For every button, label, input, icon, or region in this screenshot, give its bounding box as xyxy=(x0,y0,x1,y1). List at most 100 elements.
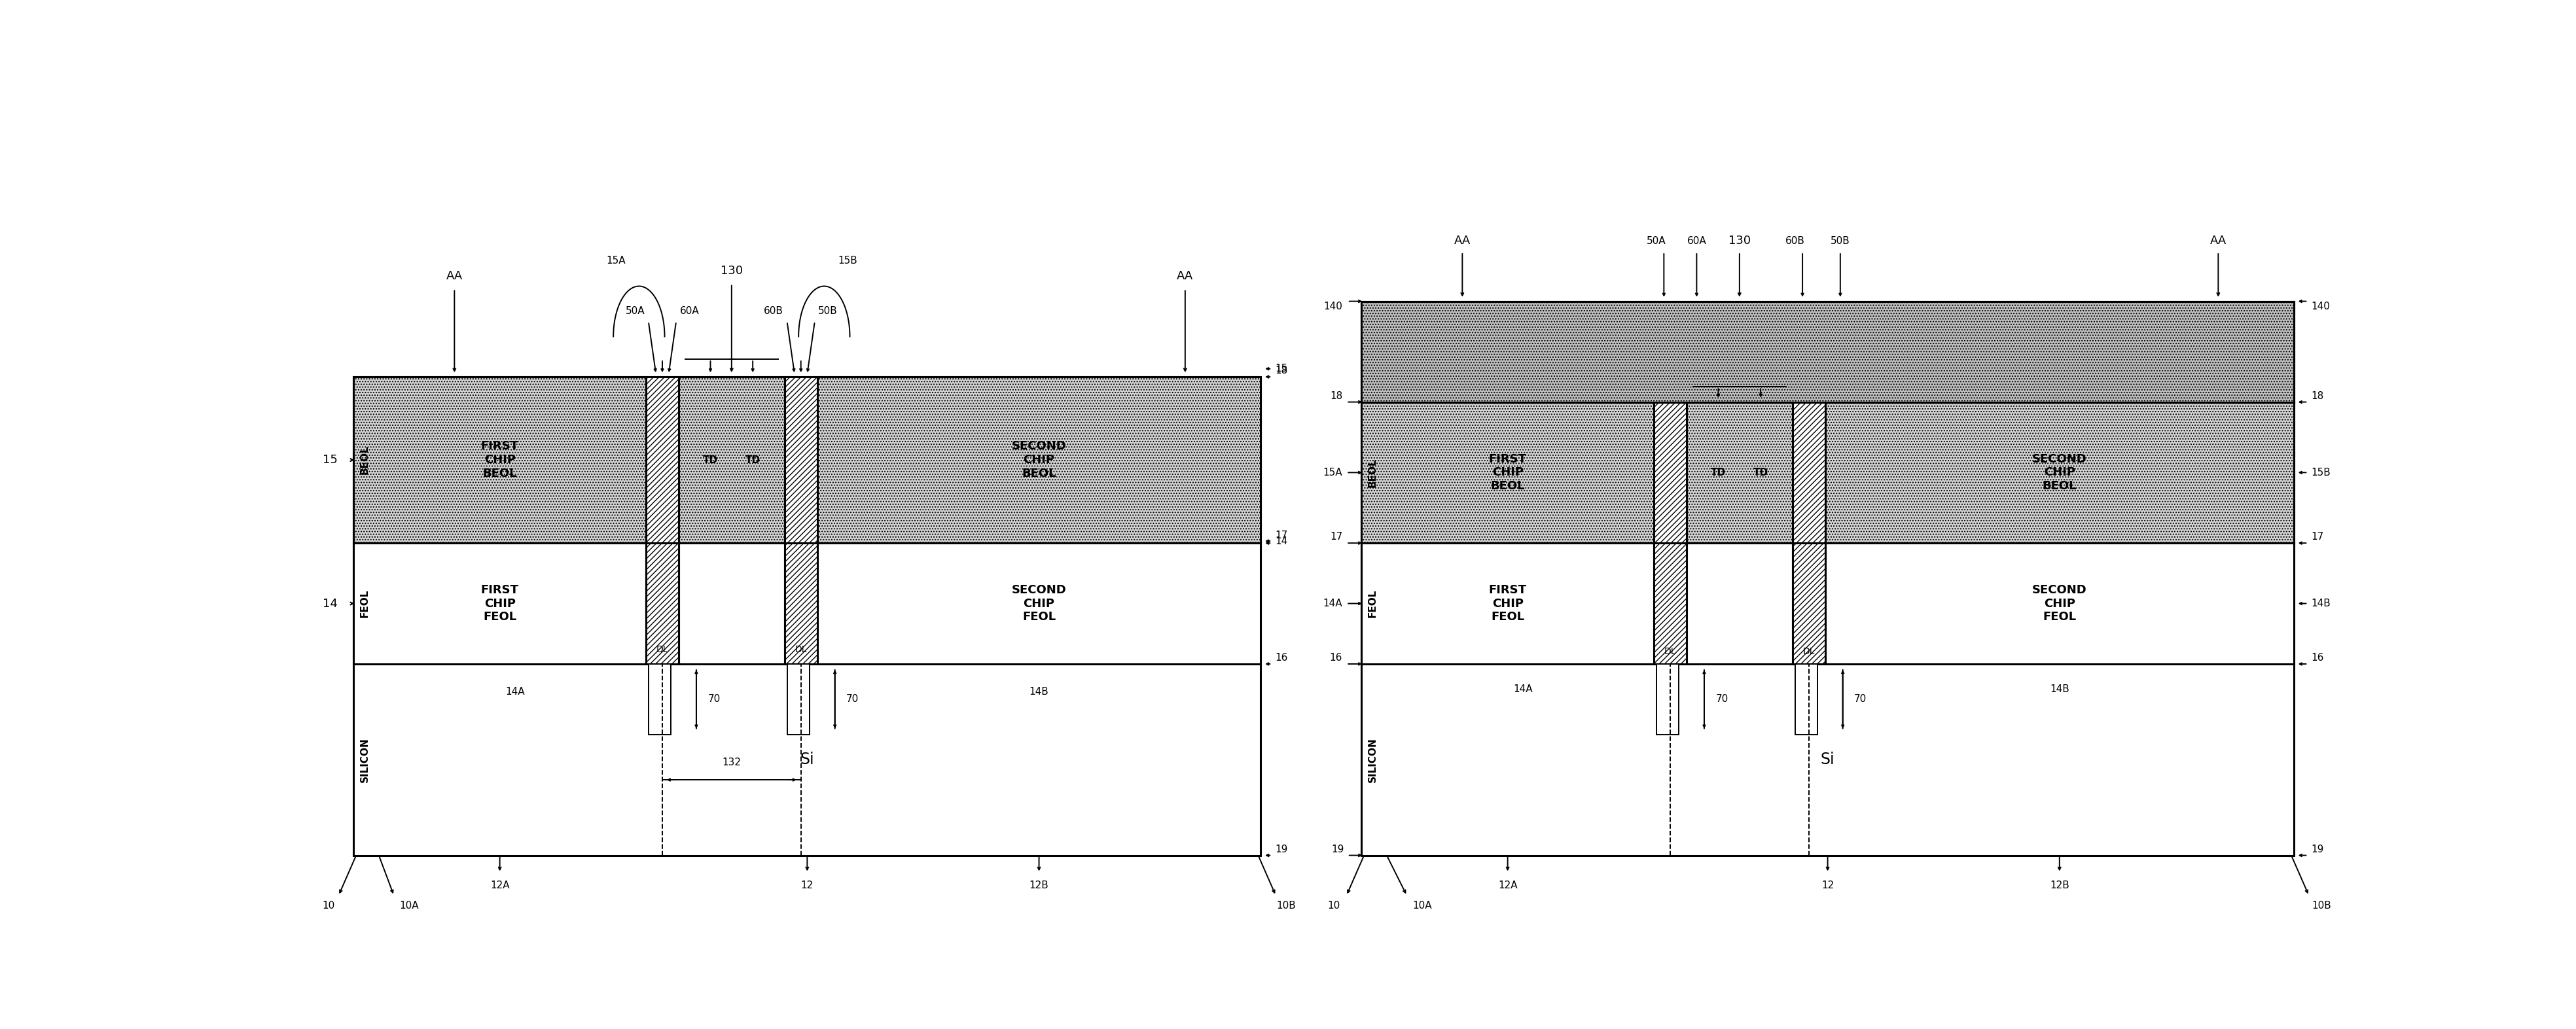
Text: 70: 70 xyxy=(848,695,858,704)
Text: 10B: 10B xyxy=(1275,900,1296,911)
Text: 140: 140 xyxy=(1324,301,1342,311)
Bar xyxy=(1363,301,2293,402)
Text: 14A: 14A xyxy=(505,686,526,697)
Text: 14B: 14B xyxy=(2311,599,2331,608)
Text: 16: 16 xyxy=(2311,653,2324,663)
Text: BEOL: BEOL xyxy=(1368,458,1378,487)
Bar xyxy=(1363,301,2293,855)
Text: 70: 70 xyxy=(1855,695,1868,704)
Text: 16: 16 xyxy=(1329,653,1342,663)
Text: TD: TD xyxy=(1710,467,1726,477)
Text: 140: 140 xyxy=(2311,301,2331,311)
Bar xyxy=(677,377,786,543)
Text: 19: 19 xyxy=(1332,845,1345,854)
Text: 15: 15 xyxy=(1275,364,1288,374)
Text: SECOND
CHIP
FEOL: SECOND CHIP FEOL xyxy=(2032,584,2087,623)
Text: 17: 17 xyxy=(1329,532,1342,542)
Text: 50A: 50A xyxy=(626,307,644,316)
Text: TD: TD xyxy=(703,455,719,465)
Bar xyxy=(1656,664,1680,735)
Bar xyxy=(1363,543,1654,664)
Text: 10: 10 xyxy=(322,900,335,911)
Text: DL: DL xyxy=(1803,647,1816,655)
Text: AA: AA xyxy=(2210,235,2226,247)
Bar xyxy=(1795,664,1819,735)
Text: 15A: 15A xyxy=(1324,467,1342,477)
Bar xyxy=(353,377,647,543)
Text: AA: AA xyxy=(446,271,464,282)
Text: 130: 130 xyxy=(1728,235,1752,247)
Text: 60B: 60B xyxy=(765,307,783,316)
Text: 18: 18 xyxy=(1329,391,1342,401)
Text: 15B: 15B xyxy=(837,256,858,265)
Text: AA: AA xyxy=(1177,271,1193,282)
Bar xyxy=(1687,402,1793,543)
Text: 14A: 14A xyxy=(1324,599,1342,608)
Bar xyxy=(1793,402,1826,664)
Bar xyxy=(677,543,786,664)
Text: SILICON: SILICON xyxy=(1368,737,1378,782)
Text: FEOL: FEOL xyxy=(1368,590,1378,617)
Text: 15: 15 xyxy=(322,454,337,466)
Text: 14: 14 xyxy=(322,598,337,609)
Text: 18: 18 xyxy=(1275,366,1288,376)
Text: SECOND
CHIP
FEOL: SECOND CHIP FEOL xyxy=(1012,584,1066,623)
Text: 10: 10 xyxy=(1327,900,1340,911)
Text: FIRST
CHIP
BEOL: FIRST CHIP BEOL xyxy=(482,440,518,480)
Text: 130: 130 xyxy=(721,265,742,277)
Text: DL: DL xyxy=(796,645,806,654)
Bar xyxy=(788,664,809,735)
Bar xyxy=(1826,402,2293,543)
Text: 12: 12 xyxy=(801,881,814,890)
Text: 14A: 14A xyxy=(1512,684,1533,694)
Bar xyxy=(817,543,1260,664)
Text: Si: Si xyxy=(1821,752,1834,768)
Text: 70: 70 xyxy=(708,695,721,704)
Text: FIRST
CHIP
FEOL: FIRST CHIP FEOL xyxy=(1489,584,1528,623)
Text: 12B: 12B xyxy=(1030,881,1048,890)
Text: 12: 12 xyxy=(1821,881,1834,890)
Text: 50B: 50B xyxy=(1832,236,1850,246)
Text: 12A: 12A xyxy=(1499,881,1517,890)
Bar xyxy=(1826,543,2293,664)
Text: 16: 16 xyxy=(1275,653,1288,663)
Bar xyxy=(353,543,647,664)
Text: SECOND
CHIP
BEOL: SECOND CHIP BEOL xyxy=(2032,453,2087,492)
Text: 18: 18 xyxy=(2311,391,2324,401)
Text: FIRST
CHIP
FEOL: FIRST CHIP FEOL xyxy=(482,584,518,623)
Text: Si: Si xyxy=(801,752,814,768)
Text: 15A: 15A xyxy=(605,256,626,265)
Bar xyxy=(1687,543,1793,664)
Text: FEOL: FEOL xyxy=(361,590,368,617)
Text: 17: 17 xyxy=(2311,532,2324,542)
Text: DL: DL xyxy=(657,645,667,654)
Text: 10A: 10A xyxy=(1412,900,1432,911)
Bar xyxy=(817,377,1260,543)
Bar xyxy=(786,377,817,664)
Bar xyxy=(1363,402,1654,543)
Text: 50B: 50B xyxy=(819,307,837,316)
Text: TD: TD xyxy=(1754,467,1767,477)
Text: 70: 70 xyxy=(1716,695,1728,704)
Text: TD: TD xyxy=(744,455,760,465)
Bar xyxy=(1654,402,1687,664)
Text: 15B: 15B xyxy=(2311,467,2331,477)
Text: 19: 19 xyxy=(2311,845,2324,854)
Text: 60B: 60B xyxy=(1785,236,1806,246)
Text: AA: AA xyxy=(1453,235,1471,247)
Text: SILICON: SILICON xyxy=(361,737,368,782)
Bar xyxy=(649,664,672,735)
Text: 19: 19 xyxy=(1275,845,1288,854)
Text: 12A: 12A xyxy=(489,881,510,890)
Text: SECOND
CHIP
BEOL: SECOND CHIP BEOL xyxy=(1012,440,1066,480)
Bar xyxy=(353,377,1260,855)
Text: BEOL: BEOL xyxy=(361,446,368,474)
Text: 14: 14 xyxy=(1275,536,1288,546)
Text: 14B: 14B xyxy=(2050,684,2069,694)
Text: 60A: 60A xyxy=(680,307,698,316)
Text: 17: 17 xyxy=(1275,531,1288,540)
Text: 10A: 10A xyxy=(399,900,420,911)
Text: 50A: 50A xyxy=(1646,236,1667,246)
Bar xyxy=(1363,301,2293,402)
Text: 12B: 12B xyxy=(2050,881,2069,890)
